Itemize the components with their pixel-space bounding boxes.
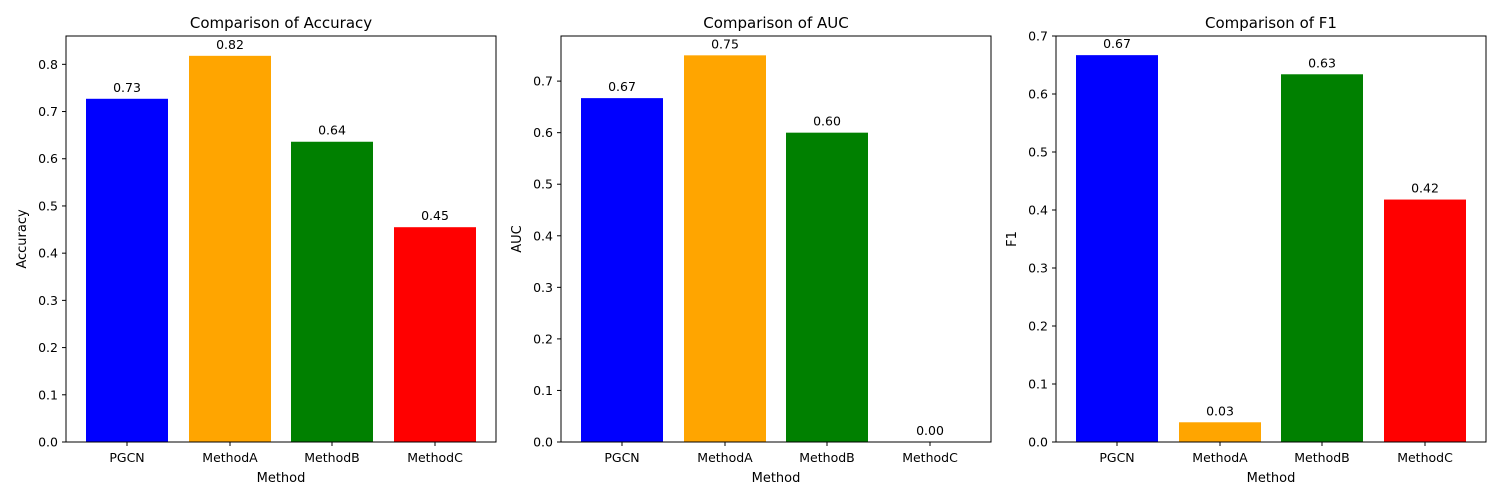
data-label-pgcn: 0.67 <box>1103 36 1131 51</box>
x-axis-label: Method <box>1247 471 1296 486</box>
data-label-methodc: 0.42 <box>1411 181 1439 196</box>
y-tick-label: 0.3 <box>1028 261 1048 276</box>
data-label-group: 0.67 0.75 0.60 0.00 <box>608 36 944 438</box>
bar-group <box>581 55 868 442</box>
y-axis-label: Accuracy <box>15 209 30 269</box>
y-tick-label: 0.6 <box>1028 87 1048 102</box>
x-tick-label: MethodA <box>202 450 258 465</box>
y-tick-label: 0.6 <box>38 151 58 166</box>
x-tick-label: MethodC <box>1397 450 1453 465</box>
data-label-methodb: 0.64 <box>318 123 346 138</box>
y-tick-group: 0.0 0.1 0.2 0.3 0.4 0.5 0.6 0.7 <box>533 74 561 450</box>
plot-frame <box>1055 35 1487 443</box>
x-tick-label: PGCN <box>1099 450 1134 465</box>
y-tick-label: 0.0 <box>38 435 58 450</box>
y-tick-label: 0.1 <box>1028 377 1048 392</box>
x-tick-label: MethodB <box>304 450 359 465</box>
y-tick-label: 0.4 <box>1028 203 1048 218</box>
y-tick-label: 0.5 <box>1028 145 1048 160</box>
bar-group <box>1076 55 1466 442</box>
bar-methodb <box>786 132 868 442</box>
x-tick-label: MethodB <box>1294 450 1349 465</box>
x-tick-label: MethodC <box>407 450 463 465</box>
bar-group <box>86 55 476 443</box>
y-tick-label: 0.0 <box>1028 435 1048 450</box>
y-tick-label: 0.7 <box>1028 29 1048 44</box>
y-axis-label: F1 <box>1005 231 1020 247</box>
y-tick-label: 0.6 <box>533 125 553 140</box>
data-label-pgcn: 0.73 <box>113 80 141 95</box>
x-tick-label: PGCN <box>604 450 639 465</box>
plot-frame <box>65 35 497 443</box>
x-tick-group: PGCN MethodA MethodB MethodC <box>1099 442 1453 465</box>
bar-pgcn <box>581 98 663 442</box>
y-tick-label: 0.2 <box>533 331 553 346</box>
y-tick-label: 0.2 <box>38 340 58 355</box>
data-label-methoda: 0.82 <box>216 37 244 52</box>
chart-title: Comparison of F1 <box>1205 14 1337 32</box>
data-label-methodb: 0.60 <box>813 114 841 129</box>
x-tick-label: MethodB <box>799 450 854 465</box>
y-tick-label: 0.4 <box>38 246 58 261</box>
y-tick-label: 0.2 <box>1028 319 1048 334</box>
chart-panel-accuracy: Comparison of Accuracy 0.730.820.640.45 … <box>15 14 497 486</box>
x-tick-label: MethodA <box>697 450 753 465</box>
bar-methodc <box>1384 199 1466 442</box>
data-label-methoda: 0.75 <box>711 36 739 51</box>
bar-methodb <box>291 141 373 442</box>
data-label-methoda: 0.03 <box>1206 403 1234 418</box>
x-axis-label: Method <box>752 471 801 486</box>
y-tick-label: 0.0 <box>533 435 553 450</box>
data-label-methodb: 0.63 <box>1308 55 1336 70</box>
y-tick-label: 0.1 <box>38 387 58 402</box>
x-tick-label: MethodC <box>902 450 958 465</box>
plot-frame <box>560 35 992 443</box>
bar-methoda <box>684 55 766 442</box>
y-tick-label: 0.5 <box>533 177 553 192</box>
y-axis-label: AUC <box>510 225 525 253</box>
bar-methodc <box>394 227 476 442</box>
x-tick-group: PGCN MethodA MethodB MethodC <box>604 442 958 465</box>
bar-methodb <box>1281 74 1363 442</box>
x-tick-label: PGCN <box>109 450 144 465</box>
y-tick-group: 0.0 0.1 0.2 0.3 0.4 0.5 0.6 0.7 0.8 <box>38 57 66 450</box>
data-label-group: 0.73 0.82 0.64 0.45 <box>113 37 449 223</box>
x-tick-label: MethodA <box>1192 450 1248 465</box>
data-label-methodc: 0.45 <box>421 208 449 223</box>
y-tick-label: 0.3 <box>38 293 58 308</box>
bar-pgcn <box>86 98 168 443</box>
y-tick-label: 0.1 <box>533 383 553 398</box>
y-tick-label: 0.5 <box>38 198 58 213</box>
data-label-methodc: 0.00 <box>916 423 944 438</box>
chart-title: Comparison of Accuracy <box>190 14 372 32</box>
bar-pgcn <box>1076 55 1158 442</box>
x-axis-label: Method <box>257 471 306 486</box>
y-tick-label: 0.3 <box>533 280 553 295</box>
data-label-group: 0.67 0.03 0.63 0.42 <box>1103 36 1439 418</box>
y-tick-label: 0.4 <box>533 228 553 243</box>
chart-title: Comparison of AUC <box>703 14 849 32</box>
y-tick-label: 0.7 <box>38 104 58 119</box>
chart-panel-auc: Comparison of AUC 0.670.750.600.00 0.00.… <box>510 14 992 486</box>
y-tick-label: 0.8 <box>38 57 58 72</box>
x-tick-group: PGCN MethodA MethodB MethodC <box>109 442 463 465</box>
chart-panel-f1: Comparison of F1 0.67 0.03 0.63 0.42 0.0 0.1… <box>1005 14 1487 486</box>
y-tick-group: 0.0 0.1 0.2 0.3 0.4 0.5 0.6 0.7 <box>1028 29 1056 450</box>
data-label-pgcn: 0.67 <box>608 79 636 94</box>
bar-methoda <box>189 55 271 442</box>
y-tick-label: 0.7 <box>533 74 553 89</box>
bar-methoda <box>1179 422 1261 442</box>
